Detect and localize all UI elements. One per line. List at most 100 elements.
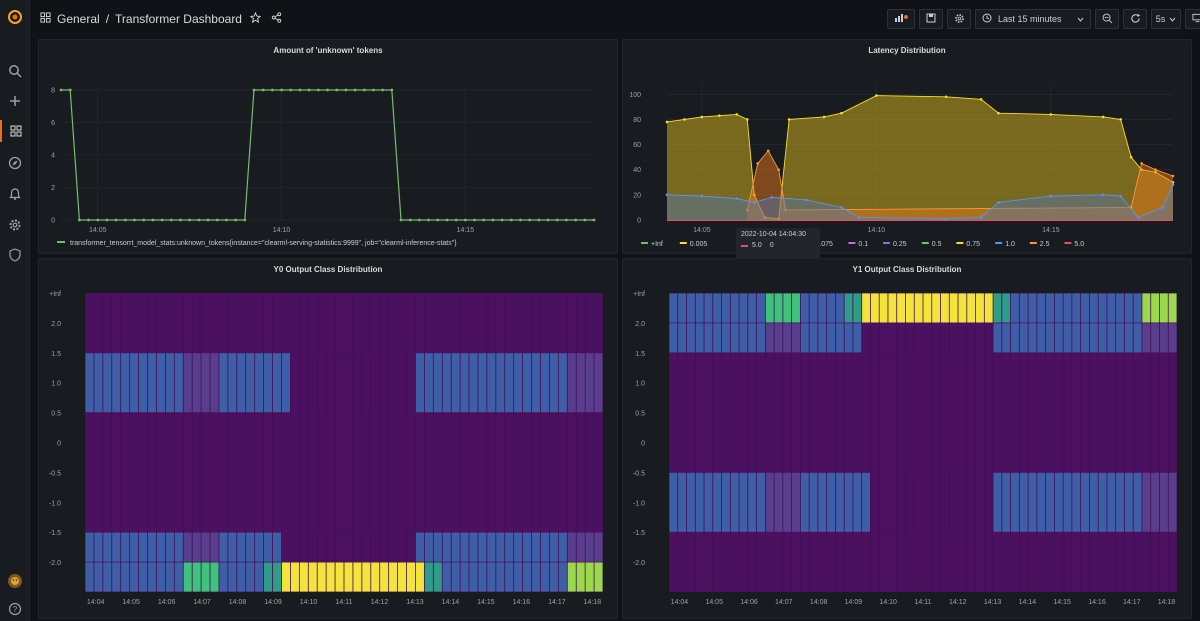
heatmap-cell xyxy=(201,353,210,413)
grafana-logo-icon[interactable] xyxy=(0,6,30,28)
save-dashboard-button[interactable] xyxy=(919,9,943,29)
heatmap-cell xyxy=(585,562,594,592)
zoom-out-button[interactable] xyxy=(1095,9,1119,29)
data-point xyxy=(114,218,118,222)
y-tick-label: -2.0 xyxy=(49,560,61,567)
y-tick-label: 6 xyxy=(51,120,55,127)
heatmap-cell xyxy=(853,472,862,532)
data-point xyxy=(944,95,948,99)
heatmap-cell xyxy=(397,532,407,562)
breadcrumb-folder-link[interactable]: General xyxy=(57,11,100,26)
data-point xyxy=(344,88,348,92)
panel-y1-output-class-distribution[interactable]: Y1 Output Class Distribution +Inf 2.0 1.5 1… xyxy=(622,258,1192,619)
heatmap-cell xyxy=(975,293,984,323)
heatmap-cell xyxy=(879,472,888,532)
heatmap-cell xyxy=(505,562,514,592)
heatmap-cell xyxy=(549,562,558,592)
data-point xyxy=(123,218,127,222)
heatmap-cell xyxy=(335,353,344,413)
heatmap-cell xyxy=(949,323,958,353)
dashboard-settings-button[interactable] xyxy=(947,9,971,29)
heatmap-cell xyxy=(844,472,853,532)
heatmap-cell xyxy=(487,353,496,413)
search-icon[interactable] xyxy=(0,60,30,82)
heatmap-cell xyxy=(748,472,757,532)
panel-title[interactable]: Latency Distribution xyxy=(868,46,946,55)
heatmap-cell xyxy=(1072,323,1081,353)
heatmap-cell xyxy=(1168,293,1177,323)
data-point xyxy=(436,218,440,222)
data-point xyxy=(473,218,476,222)
data-point xyxy=(979,98,983,101)
y-tick-label: -1.5 xyxy=(633,530,645,537)
panel-y0-output-class-distribution[interactable]: Y0 Output Class Distribution +Inf 2.0 1.5 1… xyxy=(38,258,618,619)
heatmap-cell xyxy=(739,472,748,532)
panel-title[interactable]: Amount of 'unknown' tokens xyxy=(273,46,383,55)
heatmap-cell xyxy=(1142,323,1151,353)
compass-icon[interactable] xyxy=(0,152,30,174)
heatmap-cell xyxy=(1019,323,1028,353)
heatmap-cell xyxy=(362,532,371,562)
heatmap-cell xyxy=(1133,472,1142,532)
help-icon[interactable]: ? xyxy=(0,598,30,620)
heatmap-cell xyxy=(371,532,380,562)
heatmap-cell xyxy=(228,353,237,413)
heatmap-cell xyxy=(1124,293,1133,323)
data-point xyxy=(289,88,293,92)
panel-title[interactable]: Y0 Output Class Distribution xyxy=(273,265,383,274)
heatmap-cell xyxy=(237,353,246,413)
panel-latency-distribution[interactable]: Latency Distribution 0 20 40 60 80 100 14:05 14… xyxy=(622,39,1192,258)
heatmap-cell xyxy=(183,353,192,413)
heatmap-cell xyxy=(1063,293,1072,323)
add-panel-button[interactable] xyxy=(887,9,915,29)
heatmap-cell xyxy=(1028,293,1037,323)
heatmap-cell xyxy=(669,323,678,353)
heatmap-cell xyxy=(308,562,317,592)
heatmap-cell xyxy=(210,532,219,562)
heatmap-cell xyxy=(809,472,818,532)
y-tick-label: -0.5 xyxy=(49,470,61,477)
heatmap-cell xyxy=(112,562,121,592)
heatmap-cell xyxy=(1089,472,1098,532)
heatmap-cell xyxy=(1168,323,1177,353)
dashboard-title[interactable]: Transformer Dashboard xyxy=(115,11,242,26)
legend-label: 0.5 xyxy=(932,241,942,248)
heatmap-cell xyxy=(1002,472,1011,532)
x-tick-label: 14:05 xyxy=(89,227,107,234)
heatmap-cell xyxy=(686,323,695,353)
heatmap-cell xyxy=(862,323,871,353)
legend-label: transformer_tensorrt_model_stats:unknown… xyxy=(70,240,457,247)
refresh-interval-picker[interactable]: 5s xyxy=(1151,9,1181,29)
heatmap-cell xyxy=(94,532,103,562)
heatmap-cell xyxy=(174,353,183,413)
data-point xyxy=(665,193,669,197)
heatmap-cell xyxy=(1010,293,1019,323)
avatar-icon[interactable] xyxy=(0,570,30,592)
tv-mode-button[interactable] xyxy=(1185,9,1200,29)
data-point xyxy=(427,218,430,222)
dashboards-grid-icon[interactable] xyxy=(0,120,30,142)
panel-title[interactable]: Y1 Output Class Distribution xyxy=(852,265,962,274)
bell-icon[interactable] xyxy=(0,183,30,205)
plus-icon[interactable] xyxy=(0,90,30,112)
data-point xyxy=(372,88,375,92)
refresh-button[interactable] xyxy=(1123,9,1147,29)
x-tick-label: 14:05 xyxy=(705,599,723,606)
time-range-picker[interactable]: Last 15 minutes xyxy=(975,9,1091,29)
x-tick-label: 14:10 xyxy=(300,599,318,606)
share-icon[interactable] xyxy=(271,11,282,26)
y-tick-label: 40 xyxy=(633,167,641,174)
star-icon[interactable] xyxy=(249,11,262,26)
heatmap-cell xyxy=(469,353,478,413)
heatmap-cell xyxy=(165,532,174,562)
data-point xyxy=(565,218,568,222)
data-point xyxy=(142,218,146,222)
panel-unknown-tokens[interactable]: Amount of 'unknown' tokens 0 2 4 6 8 14:05 14:… xyxy=(38,39,618,254)
heatmap-cell xyxy=(1002,293,1011,323)
shield-icon[interactable] xyxy=(0,244,30,266)
refresh-icon xyxy=(1130,13,1141,26)
data-point xyxy=(583,218,587,222)
gear-icon[interactable] xyxy=(0,214,30,236)
tooltip-time: 2022-10-04 14:04:30 xyxy=(741,231,806,238)
heatmap-cell xyxy=(967,472,976,532)
